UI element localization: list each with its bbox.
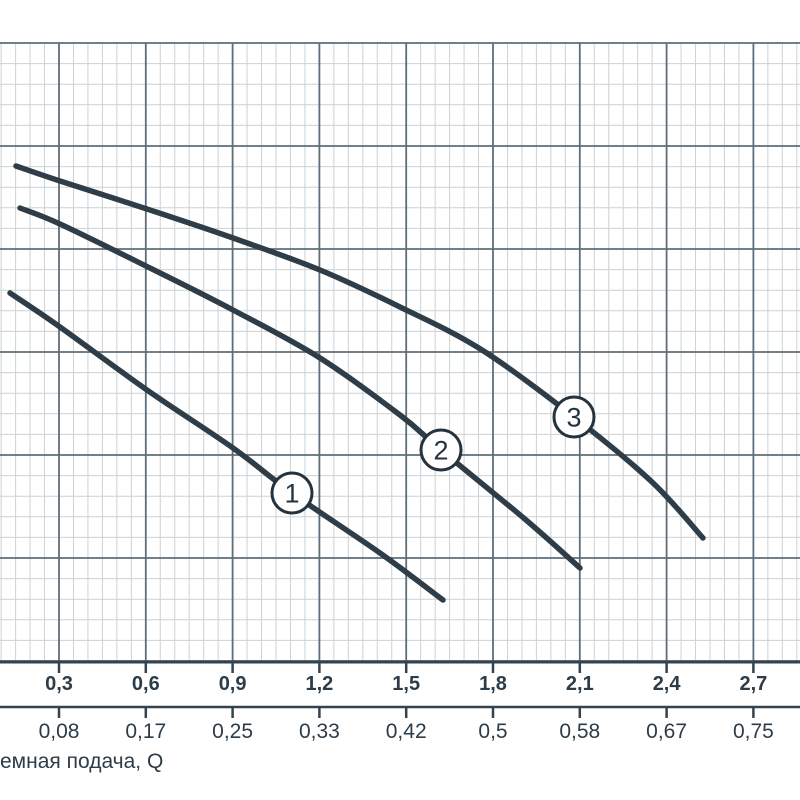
curve-1 (7, 290, 446, 603)
curve-series-1 (7, 290, 446, 603)
x-axis-primary-tick-label: 0,6 (132, 673, 160, 695)
x-axis-secondary-tick-label: 0,67 (646, 720, 687, 743)
curve-badge-1: 1 (270, 471, 314, 515)
curve-series-2 (17, 205, 583, 571)
curve-badge-number-1: 1 (284, 479, 299, 509)
curve-badge-circle-3 (552, 395, 596, 439)
x-axis-primary: 0,3 0,6 0,9 1,2 1,5 1,8 2,1 2,4 2,7 (0, 660, 800, 695)
x-axis-primary-tick-label: 2,1 (566, 673, 594, 695)
x-axis-primary-tick-label: 0,9 (219, 673, 247, 695)
curve-2 (17, 205, 583, 571)
x-axis-title: емная подача, Q (0, 750, 164, 773)
curve-series-3 (13, 163, 706, 541)
x-axis-secondary-tick-label: 0,17 (125, 720, 166, 743)
curve-badge-2: 2 (419, 428, 463, 472)
curve-badge-number-2: 2 (433, 436, 448, 466)
curve-badge-circle-2 (419, 428, 463, 472)
x-axis-secondary-tick-label: 0,5 (478, 720, 507, 743)
curve-3 (13, 163, 706, 541)
curve-badge-number-3: 3 (566, 403, 581, 433)
x-axis-primary-tick-label: 1,8 (479, 673, 507, 695)
x-axis-primary-tick-label: 0,3 (45, 673, 73, 695)
x-axis-primary-tick-label: 2,4 (653, 673, 682, 695)
curve-badge-3: 3 (552, 395, 596, 439)
x-axis-secondary-tick-label: 0,75 (733, 720, 774, 743)
x-axis-primary-tick-label: 2,7 (739, 673, 767, 695)
x-axis-secondary-tick-label: 0,33 (299, 720, 340, 743)
x-axis-primary-tick-label: 1,5 (392, 673, 420, 695)
x-axis-secondary-tick-label: 0,42 (386, 720, 427, 743)
x-axis-secondary: 0,08 0,17 0,25 0,33 0,42 0,5 0,58 0,67 0,75 (0, 705, 800, 743)
x-axis-secondary-tick-label: 0,58 (559, 720, 600, 743)
grid-major-lines (0, 42, 800, 662)
x-axis-primary-tick-label: 1,2 (305, 673, 333, 695)
x-axis-secondary-tick-label: 0,08 (39, 720, 80, 743)
x-axis-secondary-tick-label: 0,25 (212, 720, 253, 743)
curve-badge-circle-1 (270, 471, 314, 515)
